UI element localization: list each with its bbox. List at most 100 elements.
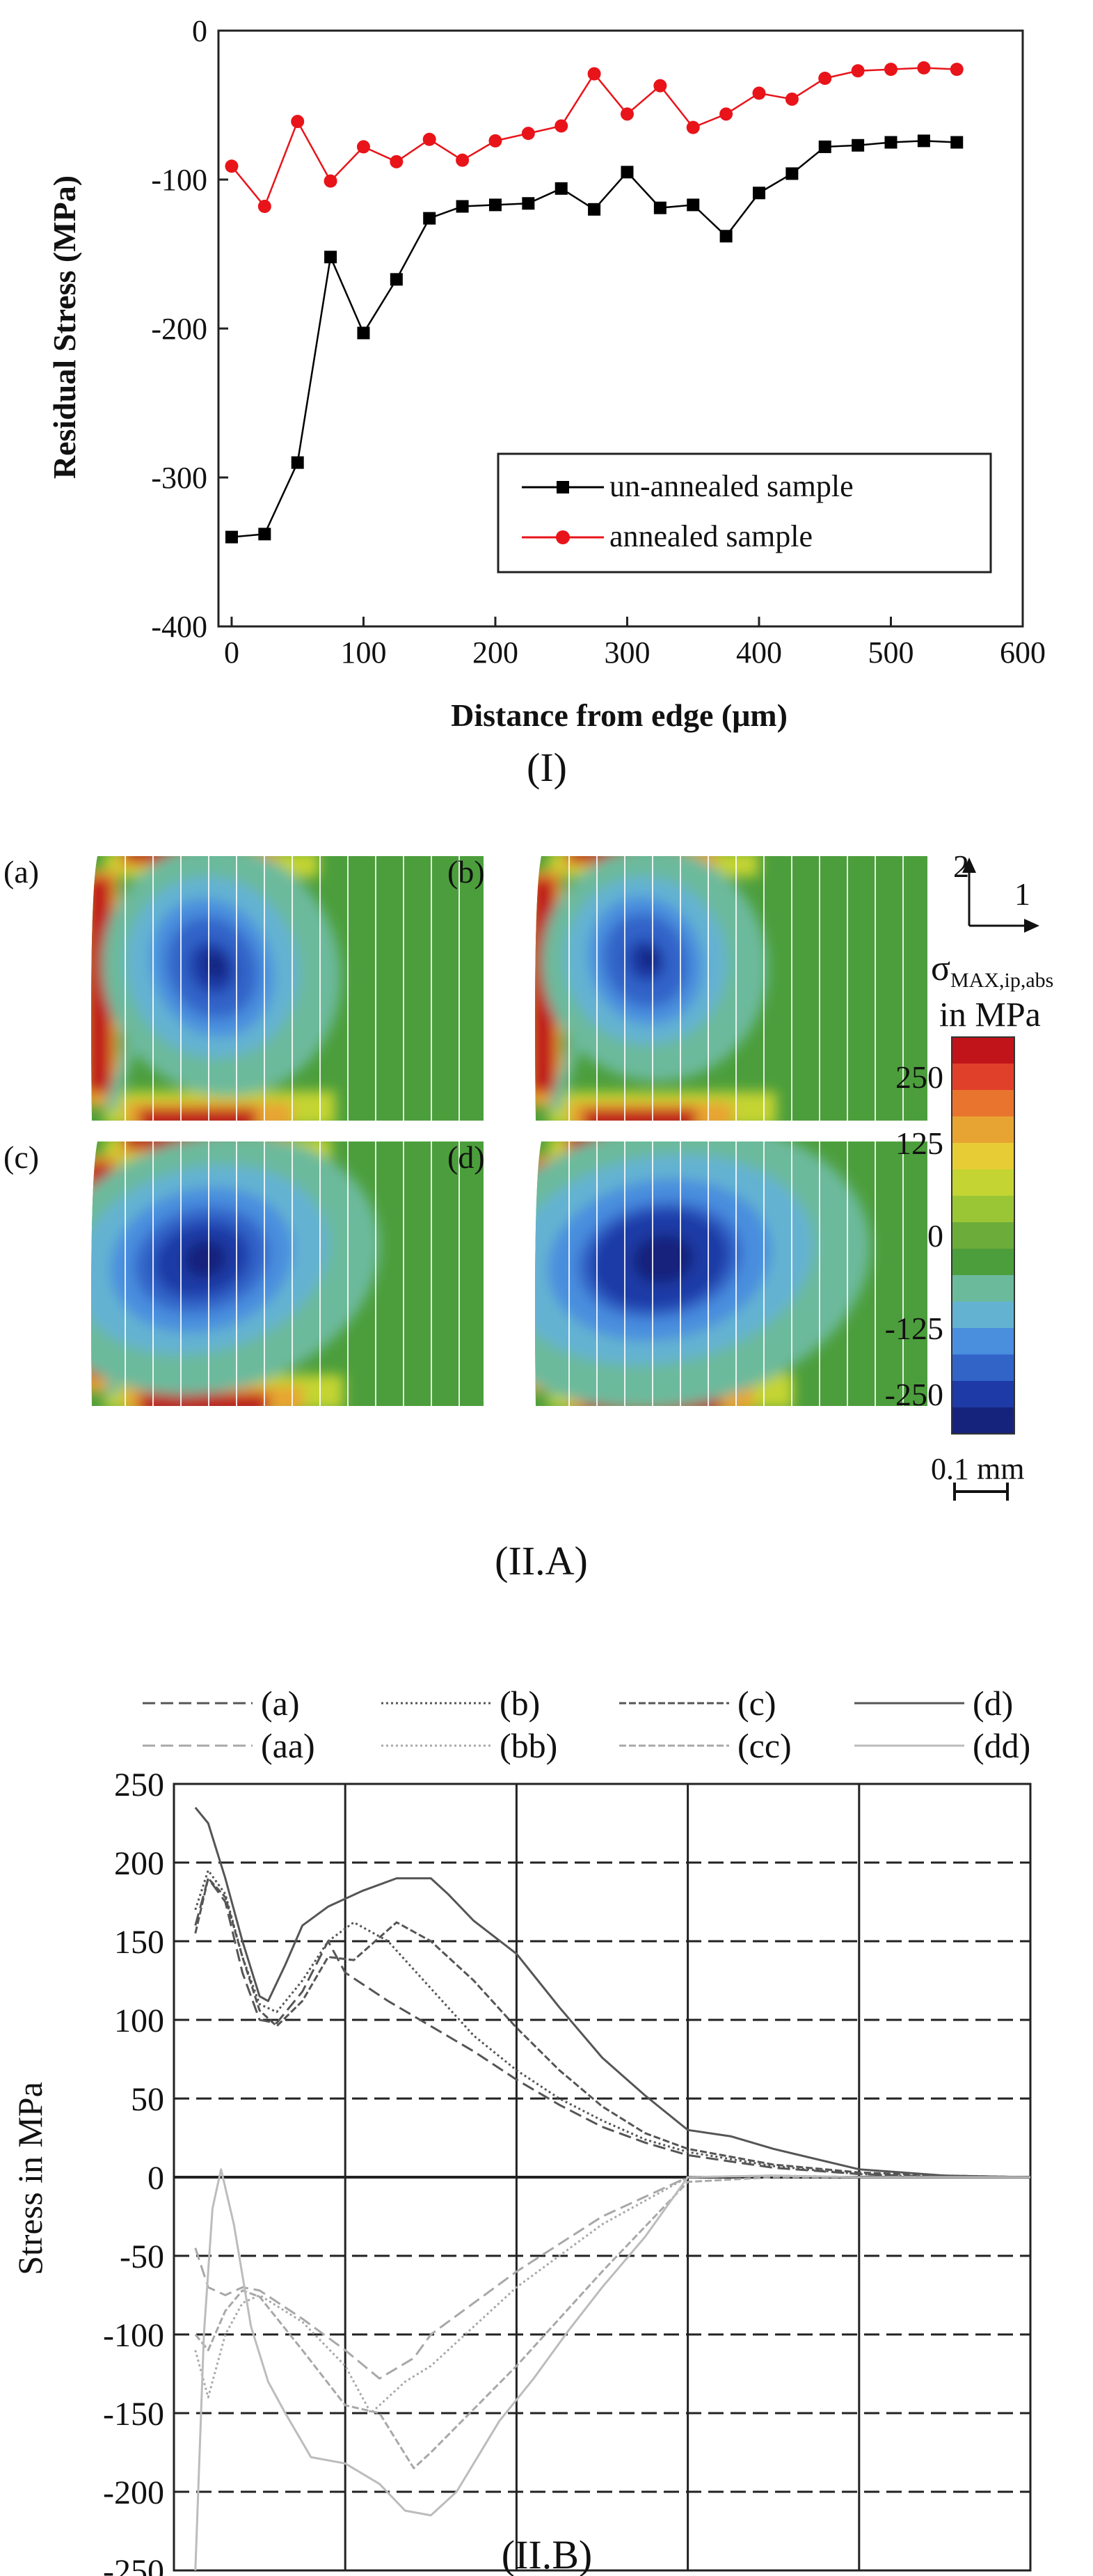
chart-I-ytick-label: 0 [192, 14, 207, 48]
chart-IIB-series-dd [194, 2168, 1030, 2570]
chart-I-ytick-label: -400 [151, 610, 207, 644]
chart-IIB-ylabel: Stress in MPa [10, 2082, 49, 2275]
chart-I: 0 100 200 300 400 500 600 0 -100 -200 -300 -400 un-… [47, 14, 1046, 790]
axis-label-1: 1 [1014, 876, 1030, 912]
chart-IIB-ytick-label: 50 [131, 2081, 164, 2118]
chart-IIB-ytick-label: 0 [147, 2160, 164, 2197]
chart-I-point-unannealed [687, 198, 700, 212]
contour-panel-a [91, 856, 484, 1121]
colorbar-tick-label: 250 [895, 1059, 943, 1095]
chart-I-point-unannealed [423, 212, 436, 225]
chart-I-point-annealed [818, 71, 832, 85]
chart-I-point-unannealed [357, 326, 370, 340]
scale-bar: 0.1 mm [931, 1452, 1024, 1501]
chart-IIB-ytick-label: 200 [114, 1845, 164, 1882]
chart-IIB-ytick-label: 100 [114, 2002, 164, 2039]
colorbar-tick-label: 0 [927, 1218, 943, 1254]
chart-I-point-annealed [324, 174, 337, 188]
chart-IIA-caption: (II.A) [495, 1538, 588, 1583]
colorbar-swatch [952, 1381, 1014, 1408]
axis-triad: 2 1 [953, 848, 1039, 933]
chart-I-point-unannealed [621, 166, 634, 179]
chart-I-point-unannealed [324, 251, 337, 264]
colorbar-swatch [952, 1275, 1014, 1302]
contour-panel-d [535, 1141, 927, 1406]
chart-IIB-ytick-label: -150 [103, 2396, 164, 2433]
colorbar-swatch [952, 1143, 1014, 1170]
axis-label-2: 2 [953, 848, 969, 884]
chart-I-ytick-label: -200 [151, 312, 207, 346]
colorbar-swatch [952, 1169, 1014, 1196]
chart-IIB: (a) (b) (c) (d) (aa) (bb) (cc) (dd) 250 200 150 10… [10, 1684, 1032, 2576]
chart-I-ytick-label: -300 [151, 461, 207, 495]
chart-I-point-annealed [488, 134, 502, 148]
chart-I-point-unannealed [291, 456, 304, 469]
chart-IIB-legend-label: (b) [500, 1684, 540, 1723]
chart-I-point-annealed [851, 64, 865, 78]
chart-IIB-series-a [194, 1877, 1030, 2179]
colorbar-swatch [952, 1196, 1014, 1223]
chart-I-point-annealed [456, 153, 470, 167]
chart-IIB-ytick-label: -100 [103, 2317, 164, 2354]
chart-I-point-unannealed [884, 136, 897, 149]
chart-I-legend: un-annealed sample annealed sample [497, 452, 992, 574]
contour-panel-label: (a) [3, 854, 39, 890]
contour-panel-c [91, 1141, 484, 1406]
contour-panel-label: (b) [447, 854, 485, 890]
chart-I-xtick-label: 400 [736, 635, 782, 670]
colorbar-swatch [952, 1302, 1014, 1329]
chart-IIB-legend-label: (cc) [737, 1726, 792, 1765]
chart-I-point-unannealed [950, 136, 964, 149]
chart-I-xtick-label: 600 [1000, 635, 1046, 670]
chart-I-ytick-label: -100 [151, 163, 207, 197]
chart-I-point-annealed [225, 159, 239, 173]
chart-I-point-unannealed [588, 203, 601, 216]
legend-marker-unannealed [557, 481, 569, 493]
chart-IIB-legend-label: (d) [973, 1684, 1013, 1723]
chart-I-point-unannealed [456, 200, 469, 213]
scale-bar-label: 0.1 mm [931, 1452, 1024, 1486]
chart-I-point-annealed [291, 115, 305, 129]
legend-marker-annealed [556, 530, 570, 544]
chart-IIB-series-d [194, 1806, 1030, 2179]
chart-I-point-annealed [719, 107, 733, 121]
chart-I-point-annealed [686, 120, 700, 134]
chart-I-point-unannealed [488, 198, 502, 212]
chart-I-point-unannealed [917, 134, 930, 148]
axis-2-arrow [962, 858, 976, 873]
chart-IIB-ytick-label: -50 [120, 2238, 164, 2275]
chart-I-xtick-label: 0 [224, 635, 239, 670]
colorbar-swatch [952, 1407, 1014, 1435]
colorbar-frame [951, 1036, 1015, 1435]
chart-IIB-legend-label: (dd) [973, 1726, 1030, 1765]
chart-I-series-line-1 [230, 67, 957, 208]
colorbar-title: σMAX,ip,abs [931, 949, 1053, 992]
colorbar-sigma: σ [931, 949, 950, 988]
chart-IIB-legend-label: (a) [261, 1684, 300, 1723]
chart-I-point-unannealed [752, 187, 765, 200]
chart-I-point-annealed [555, 119, 568, 133]
colorbar-swatch [952, 1064, 1014, 1091]
chart-I-point-unannealed [522, 197, 535, 210]
legend-label-unannealed: un-annealed sample [609, 469, 854, 503]
colorbar-swatch [952, 1116, 1014, 1144]
chart-I-caption: (I) [527, 745, 567, 790]
chart-I-point-unannealed [258, 528, 271, 541]
chart-IIA: (a) (b) (c) (d) 2 1 σMAX,ip,abs in MPa 250 1… [3, 848, 1053, 1583]
contour-panel-b [535, 856, 927, 1121]
chart-I-xtick-label: 300 [604, 635, 650, 670]
chart-I-legend-box [497, 452, 992, 574]
chart-IIB-series-c [194, 1877, 1030, 2179]
colorbar-swatch [952, 1354, 1014, 1382]
chart-I-point-annealed [653, 79, 667, 93]
chart-I-ylabel: Residual Stress (MPa) [47, 175, 82, 479]
chart-IIB-legend-label: (c) [737, 1684, 776, 1723]
chart-I-xlabel: Distance from edge (μm) [451, 697, 788, 733]
chart-I-point-annealed [587, 67, 601, 81]
chart-I-xtick-label: 500 [868, 635, 914, 670]
chart-I-point-annealed [917, 61, 931, 74]
colorbar-tick-label: -250 [885, 1377, 943, 1412]
chart-I-point-unannealed [225, 530, 238, 544]
chart-I-xtick-label: 200 [472, 635, 518, 670]
